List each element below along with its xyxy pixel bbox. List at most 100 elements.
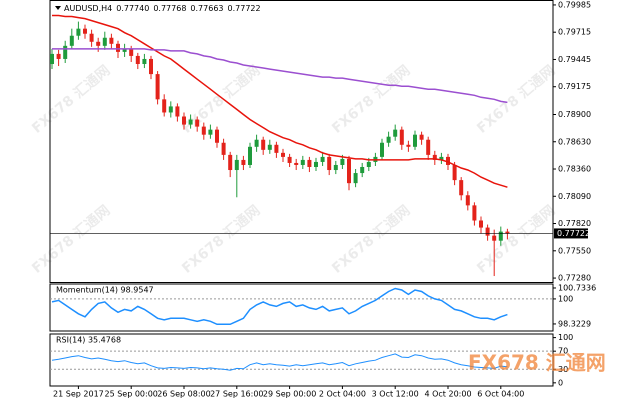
y-tick-label: 100 bbox=[558, 333, 573, 342]
y-tick-label: 0.77820 bbox=[558, 219, 591, 228]
candle-body bbox=[63, 45, 68, 59]
candle-body bbox=[426, 139, 431, 155]
y-tick-label: 0.77550 bbox=[558, 246, 591, 255]
candle-body bbox=[234, 159, 239, 171]
logo: FX678 汇通网 bbox=[468, 351, 606, 375]
y-tick-label: 100.7336 bbox=[558, 283, 596, 292]
candle-body bbox=[122, 48, 127, 52]
candle-body bbox=[83, 28, 87, 34]
candle-body bbox=[96, 41, 101, 46]
candle-body bbox=[485, 227, 490, 236]
candle-body bbox=[228, 154, 233, 171]
chart-title: AUDUSD,H4 0.77740 0.77768 0.77663 0.77722 bbox=[64, 4, 261, 13]
candle-body bbox=[294, 162, 299, 165]
candle-body bbox=[320, 156, 325, 162]
x-tick-label: 21 Sep 2017 bbox=[53, 390, 104, 399]
candle-body bbox=[439, 156, 444, 160]
candle-body bbox=[386, 136, 391, 143]
candle-body bbox=[102, 37, 107, 46]
candle-body bbox=[413, 134, 417, 147]
ohlc-value: 0.77722 bbox=[228, 4, 261, 13]
y-tick-label: 0.79985 bbox=[558, 0, 591, 9]
y-tick-label: 0.78630 bbox=[558, 137, 591, 146]
candle-body bbox=[380, 142, 384, 157]
y-tick-label: 0.79715 bbox=[558, 28, 591, 37]
candle-body bbox=[307, 159, 312, 167]
current-price-box bbox=[554, 228, 588, 239]
candle-body bbox=[314, 161, 318, 167]
ohlc-value: 0.77663 bbox=[190, 4, 223, 13]
candle-body bbox=[116, 43, 120, 52]
candle-body bbox=[109, 37, 114, 44]
indicator-title: Momentum(14) 98.9547 bbox=[56, 286, 154, 295]
candle-body bbox=[399, 129, 404, 145]
candle-body bbox=[479, 220, 483, 228]
candle-body bbox=[215, 129, 219, 143]
x-tick-label: 2 Oct 04:00 bbox=[319, 390, 366, 399]
indicator-title: RSI(14) 35.4768 bbox=[56, 336, 121, 345]
x-tick-label: 25 Sep 00:00 bbox=[104, 390, 157, 399]
candle-body bbox=[50, 53, 54, 65]
candle-body bbox=[195, 119, 200, 127]
candle-body bbox=[69, 35, 74, 46]
candle-body bbox=[162, 99, 167, 113]
candle-body bbox=[274, 144, 279, 153]
candle-body bbox=[360, 166, 365, 174]
y-tick-label: 100 bbox=[558, 294, 573, 303]
candle-body bbox=[498, 231, 503, 241]
candle-body bbox=[254, 139, 259, 147]
candle-body bbox=[366, 161, 371, 167]
candle-body bbox=[393, 129, 398, 137]
y-tick-label: 0.78900 bbox=[558, 110, 591, 119]
candle-body bbox=[465, 195, 470, 206]
candle-body bbox=[281, 152, 285, 157]
candle-body bbox=[505, 231, 510, 234]
x-tick-label: 4 Oct 20:00 bbox=[424, 390, 471, 399]
moving-average bbox=[52, 48, 508, 104]
candle-body bbox=[76, 28, 81, 36]
x-tick-label: 29 Sep 00:00 bbox=[263, 390, 316, 399]
y-tick-label: 0.79175 bbox=[558, 82, 591, 91]
y-tick-label: 0.78090 bbox=[558, 192, 591, 201]
moving-average bbox=[52, 14, 508, 188]
x-tick-label: 27 Sep 16:00 bbox=[210, 390, 263, 399]
x-tick-label: 3 Oct 12:00 bbox=[372, 390, 419, 399]
candle-body bbox=[182, 116, 186, 125]
current-price-label: 0.77722 bbox=[557, 229, 590, 238]
menu-arrow bbox=[55, 6, 61, 10]
candle-body bbox=[208, 129, 213, 135]
candle-body bbox=[353, 173, 358, 184]
candle-body bbox=[248, 146, 252, 165]
candle-body bbox=[327, 156, 332, 171]
candle-body bbox=[261, 139, 266, 150]
candle-body bbox=[188, 119, 193, 125]
ohlc-value: 0.77768 bbox=[153, 4, 186, 13]
candle-body bbox=[287, 156, 292, 163]
candle-body bbox=[175, 106, 180, 117]
symbol: AUDUSD,H4 bbox=[64, 4, 112, 13]
candle-body bbox=[472, 205, 477, 221]
x-tick-label: 6 Oct 04:00 bbox=[477, 390, 524, 399]
x-tick-label: 26 Sep 08:00 bbox=[157, 390, 210, 399]
candle-body bbox=[221, 142, 226, 155]
candle-body bbox=[56, 53, 61, 59]
candle-body bbox=[406, 144, 411, 147]
ohlc-value: 0.77740 bbox=[116, 4, 149, 13]
y-tick-label: 0.78360 bbox=[558, 165, 591, 174]
candle-body bbox=[419, 134, 424, 140]
candle-body bbox=[340, 158, 345, 165]
candle-body bbox=[241, 159, 246, 165]
y-tick-label: 0.79445 bbox=[558, 55, 591, 64]
candle-body bbox=[129, 48, 134, 56]
candle-body bbox=[135, 55, 140, 65]
candle-body bbox=[142, 58, 147, 65]
candle-body bbox=[333, 164, 338, 171]
candle-body bbox=[168, 106, 173, 113]
candle-body bbox=[347, 158, 351, 184]
candle-body bbox=[300, 159, 305, 165]
candle-body bbox=[155, 74, 160, 100]
candle-body bbox=[267, 144, 272, 150]
candle-body bbox=[149, 58, 153, 75]
